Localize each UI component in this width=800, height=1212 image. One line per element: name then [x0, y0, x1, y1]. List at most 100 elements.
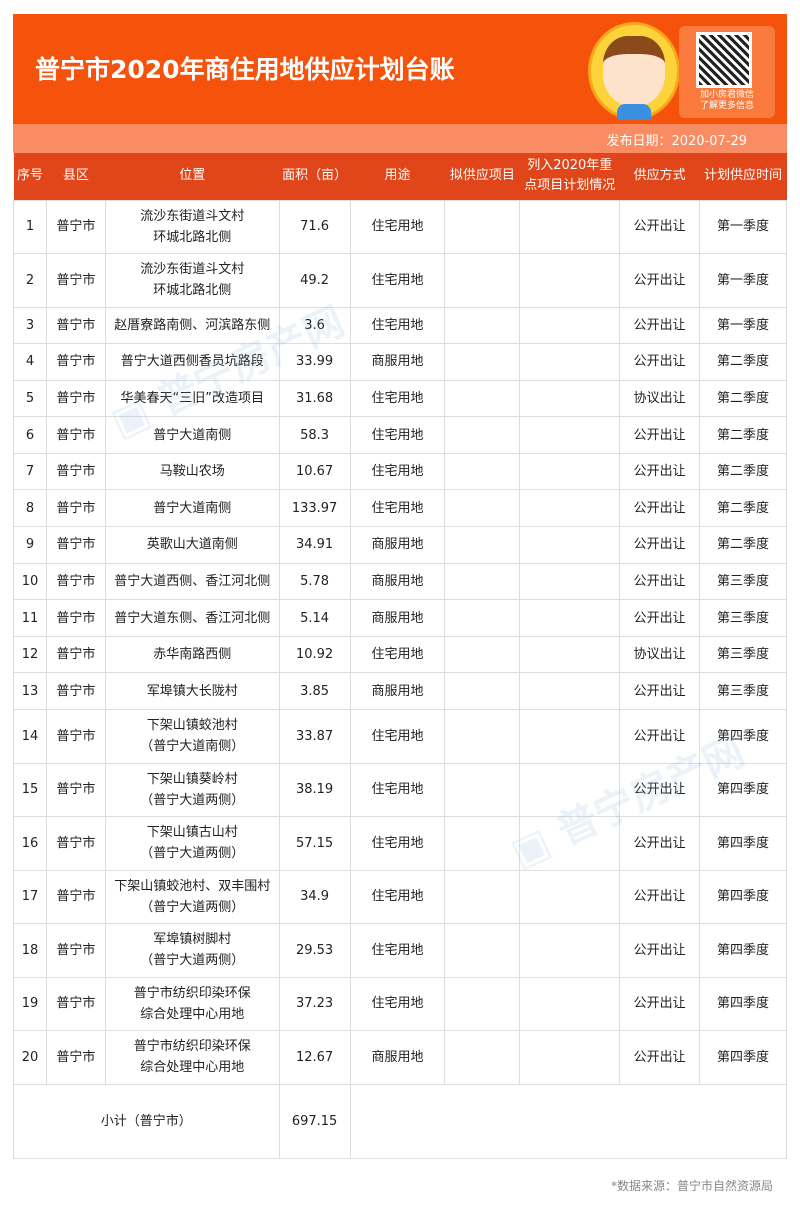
table-cell [444, 452, 521, 491]
table-cell: 第四季度 [699, 976, 787, 1032]
table-cell: 商服用地 [349, 526, 446, 564]
table-cell: 普宁市 [45, 869, 106, 925]
table-cell: 住宅用地 [349, 709, 446, 764]
table-header-row: 序号 县区 位置 面积（亩） 用途 拟供应项目 列入2020年重点项目计划情况 供应方式 计划供… [13, 153, 787, 200]
table-cell: 第四季度 [699, 869, 787, 925]
table-cell: 赵厝寮路南侧、河滨路东侧 [104, 306, 280, 345]
table-row: 3 普宁市 赵厝寮路南侧、河滨路东侧 3.6 住宅用地 公开出让 第一季度 [13, 306, 787, 345]
table-cell: 普宁市 [45, 709, 106, 764]
table-cell: 普宁市 [45, 343, 106, 381]
table-cell: 普宁市 [45, 489, 106, 528]
table-row: 15 普宁市 下架山镇葵岭村 （普宁大道两侧） 38.19 住宅用地 公开出让 第四季度 [13, 762, 787, 818]
table-cell: 住宅用地 [349, 635, 446, 674]
table-cell: 5.78 [278, 562, 351, 601]
column-header: 用途 [350, 153, 445, 200]
table-cell: 军埠镇树脚村 （普宁大道两侧） [104, 923, 280, 978]
column-header: 序号 [13, 153, 47, 200]
table-cell: 10.67 [278, 452, 351, 491]
table-cell: 马鞍山农场 [104, 452, 280, 491]
table-cell: 第三季度 [699, 672, 787, 711]
table-cell: 第一季度 [699, 199, 787, 254]
table-cell: 普宁市 [45, 452, 106, 491]
table-cell [519, 709, 621, 764]
table-row: 19 普宁市 普宁市纺织印染环保 综合处理中心用地 37.23 住宅用地 公开出让 第四季度 [13, 976, 787, 1032]
header-banner: 普宁市2020年商住用地供应计划台账 加小房君微信 了解更多信息 [13, 14, 787, 124]
table-cell: 公开出让 [619, 452, 701, 491]
table-cell: 住宅用地 [349, 816, 446, 871]
publish-date: 发布日期：2020-07-29 [606, 134, 747, 149]
table-cell: 5 [13, 379, 47, 418]
table-row: 7 普宁市 马鞍山农场 10.67 住宅用地 公开出让 第二季度 [13, 452, 787, 491]
column-header: 拟供应项目 [444, 153, 520, 200]
table-row: 6 普宁市 普宁大道南侧 58.3 住宅用地 公开出让 第二季度 [13, 416, 787, 454]
table-cell: 18 [13, 923, 47, 978]
table-cell: 流沙东街道斗文村 环城北路北侧 [104, 199, 280, 254]
table-cell [444, 562, 521, 601]
table-cell: 第二季度 [699, 489, 787, 528]
table-cell: 公开出让 [619, 923, 701, 978]
table-cell: 34.9 [278, 869, 351, 925]
table-cell [519, 489, 621, 528]
table-cell: 公开出让 [619, 343, 701, 381]
table-cell: 公开出让 [619, 562, 701, 601]
table-cell: 公开出让 [619, 762, 701, 818]
table-cell [519, 599, 621, 637]
table-cell: 公开出让 [619, 526, 701, 564]
table-cell: 住宅用地 [349, 976, 446, 1032]
table-cell: 普宁市 [45, 599, 106, 637]
table-cell: 38.19 [278, 762, 351, 818]
table-cell [519, 343, 621, 381]
table-row: 4 普宁市 普宁大道西侧香员坑路段 33.99 商服用地 公开出让 第二季度 [13, 343, 787, 381]
table-row: 1 普宁市 流沙东街道斗文村 环城北路北侧 71.6 住宅用地 公开出让 第一季度 [13, 199, 787, 254]
table-cell [444, 379, 521, 418]
table-cell: 公开出让 [619, 253, 701, 308]
table-cell: 普宁市纺织印染环保 综合处理中心用地 [104, 1030, 280, 1085]
table-cell: 普宁市 [45, 762, 106, 818]
table-row: 5 普宁市 华美春天“三旧”改造项目 31.68 住宅用地 协议出让 第二季度 [13, 379, 787, 418]
table-row: 2 普宁市 流沙东街道斗文村 环城北路北侧 49.2 住宅用地 公开出让 第一季度 [13, 253, 787, 308]
table-cell: 公开出让 [619, 416, 701, 454]
table-cell: 下架山镇蛟池村、双丰围村 （普宁大道两侧） [104, 869, 280, 925]
qr-code-panel: 加小房君微信 了解更多信息 [679, 26, 775, 118]
table-cell: 4 [13, 343, 47, 381]
table-cell: 普宁市纺织印染环保 综合处理中心用地 [104, 976, 280, 1032]
table-cell: 住宅用地 [349, 762, 446, 818]
table-cell: 31.68 [278, 379, 351, 418]
qr-caption: 加小房君微信 [699, 90, 754, 100]
table-cell: 住宅用地 [349, 923, 446, 978]
table-cell: 7 [13, 452, 47, 491]
table-cell: 第三季度 [699, 635, 787, 674]
table-cell [444, 199, 521, 254]
table-cell: 16 [13, 816, 47, 871]
table-cell [444, 976, 521, 1032]
table-row: 18 普宁市 军埠镇树脚村 （普宁大道两侧） 29.53 住宅用地 公开出让 第四季度 [13, 923, 787, 978]
table-cell [444, 923, 521, 978]
table-cell: 住宅用地 [349, 253, 446, 308]
qr-caption: 了解更多信息 [699, 101, 754, 111]
table-cell [519, 976, 621, 1032]
table-cell: 5.14 [278, 599, 351, 637]
table-cell [519, 635, 621, 674]
table-cell: 133.97 [278, 489, 351, 528]
table-cell: 协议出让 [619, 379, 701, 418]
table-cell: 10.92 [278, 635, 351, 674]
subtotal-empty [349, 1083, 788, 1159]
table-row: 9 普宁市 英歌山大道南侧 34.91 商服用地 公开出让 第二季度 [13, 526, 787, 564]
table-cell: 第一季度 [699, 253, 787, 308]
table-cell: 17 [13, 869, 47, 925]
table-cell [444, 762, 521, 818]
table-cell [519, 1030, 621, 1085]
table-cell: 普宁市 [45, 526, 106, 564]
table-cell: 普宁市 [45, 923, 106, 978]
column-header: 面积（亩） [279, 153, 351, 200]
table-cell: 第二季度 [699, 379, 787, 418]
table-cell: 住宅用地 [349, 199, 446, 254]
table-cell: 71.6 [278, 199, 351, 254]
table-cell: 普宁市 [45, 416, 106, 454]
table-cell: 第四季度 [699, 709, 787, 764]
table-cell: 第四季度 [699, 762, 787, 818]
table-cell: 12 [13, 635, 47, 674]
table-cell: 普宁市 [45, 379, 106, 418]
table-cell: 普宁大道西侧、香江河北侧 [104, 562, 280, 601]
table-cell: 第四季度 [699, 816, 787, 871]
